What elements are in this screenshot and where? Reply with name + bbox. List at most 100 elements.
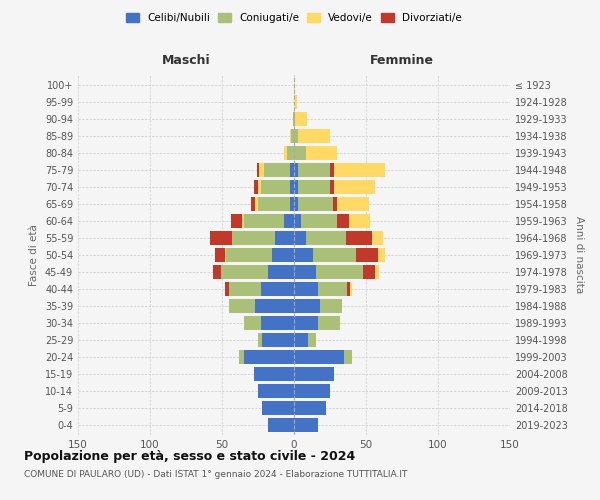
Bar — [244, 316, 261, 330]
Bar — [330, 163, 334, 178]
Bar — [293, 112, 294, 126]
Bar — [350, 282, 352, 296]
Bar — [229, 282, 261, 296]
Bar — [225, 248, 226, 262]
Bar — [259, 163, 264, 178]
Bar — [258, 384, 294, 398]
Bar — [287, 146, 294, 160]
Bar — [363, 265, 374, 279]
Text: COMUNE DI PAULARO (UD) - Dati ISTAT 1° gennaio 2024 - Elaborazione TUTTITALIA.IT: COMUNE DI PAULARO (UD) - Dati ISTAT 1° g… — [24, 470, 407, 479]
Bar — [294, 400, 326, 415]
Bar — [294, 418, 319, 432]
Bar — [294, 129, 298, 144]
Bar — [255, 298, 294, 313]
Bar — [264, 163, 290, 178]
Bar — [230, 214, 242, 228]
Bar — [294, 214, 301, 228]
Bar — [298, 163, 330, 178]
Bar — [211, 231, 232, 245]
Bar — [291, 129, 294, 144]
Bar — [298, 129, 330, 144]
Bar — [313, 248, 356, 262]
Bar — [290, 129, 291, 144]
Bar — [294, 146, 305, 160]
Bar — [337, 197, 369, 212]
Bar — [258, 180, 261, 194]
Bar — [346, 231, 372, 245]
Text: Popolazione per età, sesso e stato civile - 2024: Popolazione per età, sesso e stato civil… — [24, 450, 355, 463]
Bar — [258, 332, 262, 347]
Bar — [294, 282, 319, 296]
Bar — [242, 214, 244, 228]
Bar — [349, 214, 370, 228]
Bar — [333, 197, 337, 212]
Bar — [215, 248, 225, 262]
Bar — [229, 298, 255, 313]
Y-axis label: Anni di nascita: Anni di nascita — [574, 216, 584, 294]
Bar — [294, 180, 298, 194]
Bar — [320, 298, 341, 313]
Bar — [225, 282, 229, 296]
Bar — [294, 332, 308, 347]
Bar — [372, 231, 383, 245]
Bar — [294, 163, 298, 178]
Bar — [319, 316, 340, 330]
Text: Maschi: Maschi — [161, 54, 211, 66]
Bar — [316, 265, 363, 279]
Bar — [239, 350, 244, 364]
Bar — [308, 332, 316, 347]
Bar — [294, 231, 305, 245]
Bar — [319, 282, 347, 296]
Bar — [330, 180, 334, 194]
Bar — [290, 197, 294, 212]
Bar — [244, 214, 284, 228]
Bar — [262, 332, 294, 347]
Bar — [258, 197, 290, 212]
Bar — [356, 248, 377, 262]
Bar — [254, 180, 258, 194]
Bar — [284, 146, 287, 160]
Bar — [257, 163, 259, 178]
Bar — [344, 350, 352, 364]
Bar — [275, 231, 294, 245]
Bar — [294, 350, 344, 364]
Bar — [290, 163, 294, 178]
Y-axis label: Fasce di età: Fasce di età — [29, 224, 39, 286]
Bar — [298, 197, 333, 212]
Bar — [294, 265, 316, 279]
Legend: Celibi/Nubili, Coniugati/e, Vedovi/e, Divorziati/e: Celibi/Nubili, Coniugati/e, Vedovi/e, Di… — [123, 10, 465, 26]
Bar — [221, 265, 268, 279]
Bar — [226, 248, 272, 262]
Bar — [294, 316, 319, 330]
Bar — [377, 248, 385, 262]
Bar — [268, 265, 294, 279]
Bar — [284, 214, 294, 228]
Bar — [294, 248, 313, 262]
Bar — [232, 231, 275, 245]
Bar — [294, 112, 295, 126]
Bar — [305, 146, 337, 160]
Bar — [334, 163, 385, 178]
Bar — [261, 282, 294, 296]
Bar — [374, 265, 379, 279]
Bar — [261, 180, 290, 194]
Bar — [337, 214, 349, 228]
Bar — [334, 180, 374, 194]
Bar — [301, 214, 337, 228]
Bar — [272, 248, 294, 262]
Bar — [261, 316, 294, 330]
Bar — [295, 112, 307, 126]
Bar — [244, 350, 294, 364]
Bar — [251, 197, 255, 212]
Bar — [298, 180, 330, 194]
Bar — [294, 197, 298, 212]
Text: Femmine: Femmine — [370, 54, 434, 66]
Bar — [294, 298, 320, 313]
Bar — [268, 418, 294, 432]
Bar — [254, 366, 294, 381]
Bar — [294, 78, 295, 92]
Bar — [255, 197, 258, 212]
Bar — [294, 366, 334, 381]
Bar — [294, 95, 297, 110]
Bar — [262, 400, 294, 415]
